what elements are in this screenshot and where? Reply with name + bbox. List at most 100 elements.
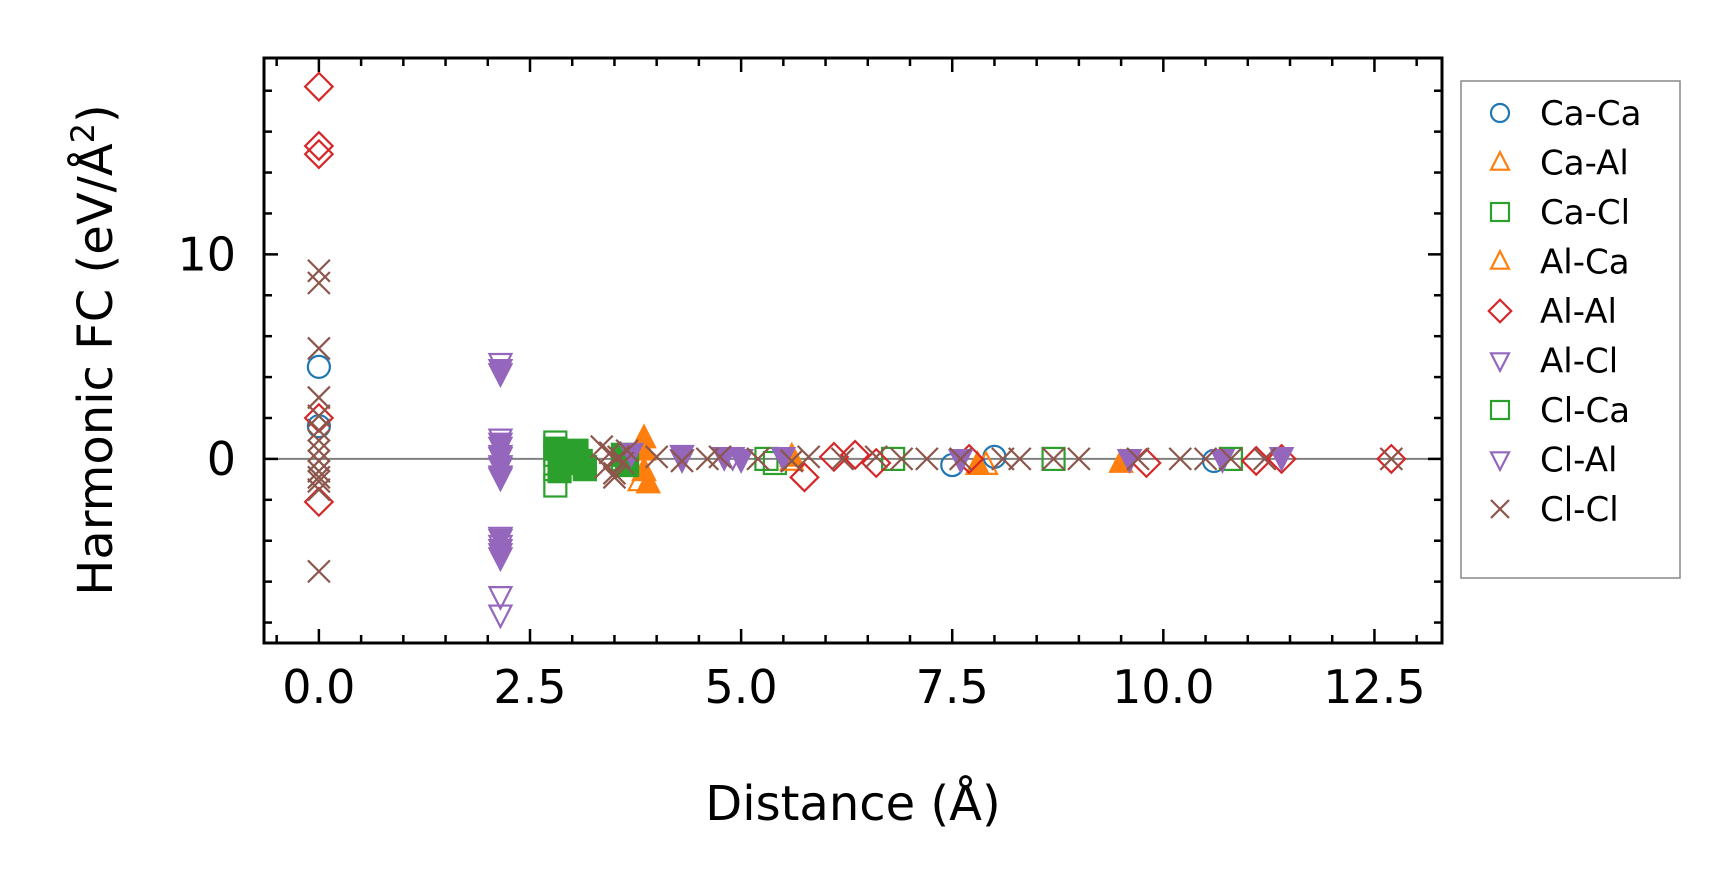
- y-axis-label-main: Harmonic FC (eV/Å: [67, 143, 124, 596]
- point-cl-cl: [602, 461, 627, 486]
- legend-label-al-al: Al-Al: [1540, 292, 1617, 332]
- x-tick-label: 12.5: [1323, 660, 1425, 714]
- point-cl-ca: [543, 436, 568, 461]
- point-cl-cl: [991, 447, 1015, 471]
- point-cl-cl: [611, 451, 635, 475]
- x-axis-label: Distance (Å): [705, 775, 1000, 832]
- legend: Ca-Ca Ca-Al Ca-Cl Al-Ca Al-Al Al-Cl Cl-Ca Cl-Al…: [1460, 80, 1681, 579]
- point-cl-cl: [307, 559, 331, 584]
- point-cl-ca: [547, 459, 572, 484]
- point-al-al: [303, 130, 335, 162]
- point-cl-al: [487, 467, 514, 493]
- legend-marker-ca-cl: [1489, 201, 1511, 223]
- point-al-al: [860, 447, 892, 479]
- point-cl-cl: [746, 447, 770, 471]
- legend-marker-cl-al: [1489, 451, 1511, 473]
- legend-marker-cl-cl: [1490, 499, 1510, 519]
- point-cl-cl: [644, 445, 669, 469]
- point-cl-cl: [1126, 447, 1150, 471]
- x-tick-label: 7.5: [916, 660, 989, 714]
- point-cl-cl: [307, 469, 331, 494]
- point-al-al: [1240, 445, 1272, 477]
- point-cl-cl: [307, 418, 331, 443]
- point-ca-cl: [881, 446, 906, 472]
- point-cl-cl: [1219, 447, 1243, 471]
- legend-label-cl-al: Cl-Al: [1540, 441, 1617, 481]
- point-ca-ca: [306, 354, 331, 379]
- point-cl-cl: [780, 449, 804, 473]
- y-tick-label: 0: [207, 432, 236, 486]
- x-tick-label: 10.0: [1112, 660, 1214, 714]
- point-al-al: [789, 462, 820, 493]
- point-cl-cl: [307, 438, 331, 463]
- legend-label-ca-al: Ca-Al: [1540, 144, 1629, 184]
- plot-frame: [262, 56, 1444, 645]
- legend-label-cl-ca: Cl-Ca: [1540, 391, 1630, 431]
- point-cl-cl: [307, 385, 331, 410]
- legend-marker-al-cl: [1489, 352, 1511, 374]
- point-cl-cl: [796, 445, 821, 469]
- point-cl-cl: [307, 465, 331, 490]
- point-cl-al: [728, 449, 754, 474]
- point-al-cl: [487, 604, 514, 630]
- point-cl-cl: [615, 438, 639, 463]
- point-al-ca: [626, 466, 653, 492]
- point-cl-cl: [307, 258, 331, 283]
- point-al-al: [1266, 443, 1297, 475]
- point-cl-cl: [307, 477, 331, 502]
- legend-marker-cl-ca: [1489, 399, 1511, 421]
- point-cl-cl: [602, 465, 627, 490]
- y-tick-label: 10: [177, 227, 236, 281]
- point-al-al: [1376, 443, 1407, 475]
- y-axis-label: Harmonic FC (eV/Å2): [64, 104, 124, 596]
- point-cl-al: [487, 359, 514, 384]
- point-al-al: [839, 439, 871, 471]
- point-cl-al: [1268, 446, 1295, 472]
- legend-label-al-cl: Al-Cl: [1540, 342, 1618, 382]
- y-axis-label-close: ): [68, 104, 124, 123]
- point-cl-cl: [864, 445, 888, 469]
- axis-ticks-layer: 0.0 2.5 5.0 7.5 10.0 12.5 0 10: [177, 58, 1442, 714]
- point-cl-cl: [307, 459, 331, 483]
- point-al-ca: [973, 449, 999, 475]
- point-cl-cl: [1193, 447, 1218, 471]
- point-cl-cl: [307, 449, 331, 473]
- point-cl-al: [487, 547, 514, 573]
- point-cl-cl: [915, 447, 939, 471]
- point-cl-cl: [307, 271, 331, 295]
- point-cl-cl: [307, 428, 331, 453]
- legend-marker-al-al: [1487, 298, 1513, 324]
- point-cl-al: [487, 455, 514, 481]
- point-cl-cl: [1041, 447, 1066, 471]
- x-tick-label: 2.5: [493, 660, 566, 714]
- data-points-layer: [303, 71, 1407, 630]
- point-ca-cl: [1041, 446, 1066, 472]
- point-cl-cl: [1252, 447, 1277, 471]
- legend-marker-ca-ca: [1489, 102, 1511, 124]
- point-cl-ca: [572, 457, 597, 482]
- point-cl-cl: [307, 336, 331, 361]
- point-cl-cl: [889, 447, 914, 471]
- point-al-al: [303, 71, 335, 102]
- point-cl-cl: [670, 449, 694, 473]
- point-cl-cl: [1008, 447, 1032, 471]
- point-cl-cl: [830, 447, 855, 471]
- point-cl-al: [947, 449, 974, 474]
- legend-label-al-ca: Al-Ca: [1540, 243, 1630, 283]
- x-tick-label: 0.0: [282, 660, 355, 714]
- point-cl-cl: [1379, 447, 1404, 471]
- point-cl-cl: [1067, 447, 1091, 471]
- point-cl-cl: [948, 447, 973, 471]
- y-axis-label-superscript: 2: [64, 123, 102, 143]
- point-cl-cl: [708, 445, 732, 469]
- point-cl-cl: [1168, 447, 1192, 471]
- point-cl-al: [487, 432, 514, 458]
- x-tick-label: 5.0: [705, 660, 778, 714]
- legend-label-cl-cl: Cl-Cl: [1540, 490, 1619, 530]
- point-ca-al: [635, 468, 662, 494]
- point-al-al: [303, 138, 335, 170]
- legend-box: [1460, 80, 1681, 579]
- legend-marker-ca-al: [1489, 149, 1511, 171]
- point-al-cl: [487, 586, 514, 612]
